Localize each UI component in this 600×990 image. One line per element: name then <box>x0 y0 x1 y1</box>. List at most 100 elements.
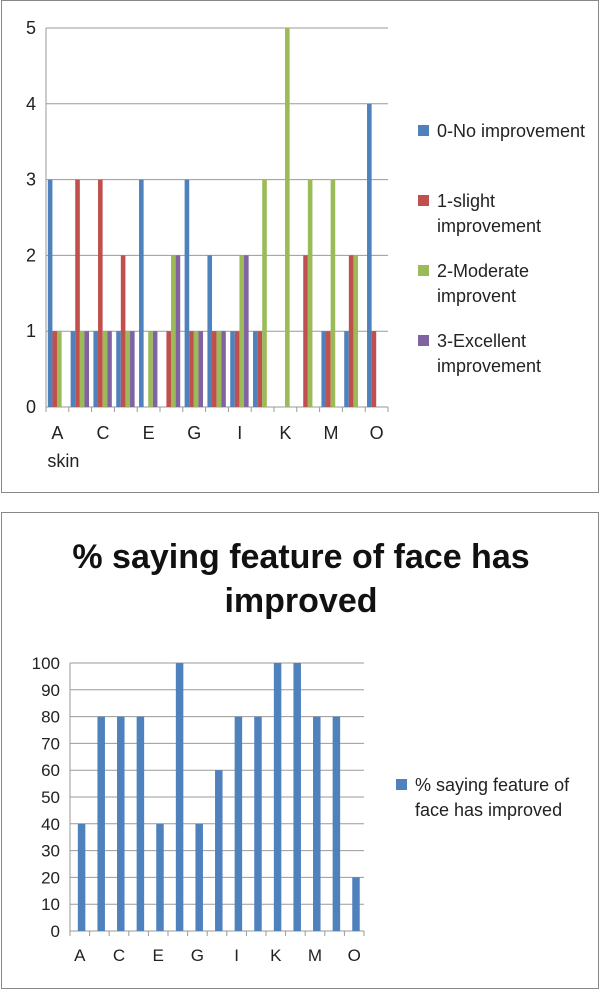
bar-0-no-improvement-n <box>344 331 349 407</box>
y-tick-label: 40 <box>41 815 60 834</box>
bar-1-slight-improvement-g <box>189 331 194 407</box>
bar-1-slight-improvement-o <box>371 331 377 407</box>
bar-0-no-improvement-i <box>230 331 235 407</box>
y-tick-label: 4 <box>26 94 36 114</box>
bar--saying-feature-of-face-has-improved-d <box>136 716 145 931</box>
y-tick-label: 10 <box>41 895 60 914</box>
bar-2-moderate-improvent-c <box>102 331 108 407</box>
legend-item: 2-Moderate improvent <box>418 259 596 309</box>
bar-1-slight-improvement-f <box>166 331 172 407</box>
y-tick-label: 2 <box>26 245 36 265</box>
bar--saying-feature-of-face-has-improved-n <box>332 716 341 931</box>
y-tick-label: 5 <box>26 18 36 38</box>
bar--saying-feature-of-face-has-improved-g <box>195 823 203 931</box>
bar-1-slight-improvement-a <box>52 331 58 407</box>
bar-1-slight-improvement-b <box>75 179 80 407</box>
bar-3-excellent-improvement-h <box>221 331 226 407</box>
bar-2-moderate-improvent-h <box>216 331 222 407</box>
bar-3-excellent-improvement-b <box>84 331 90 407</box>
x-tick-label: A <box>51 423 63 443</box>
legend-swatch <box>418 265 429 276</box>
x-tick-label: C <box>113 946 125 965</box>
bar-3-excellent-improvement-c <box>107 331 112 407</box>
y-tick-label: 60 <box>41 761 60 780</box>
x-tick-label: K <box>270 946 282 965</box>
y-tick-label: 90 <box>41 681 60 700</box>
bar-2-moderate-improvent-g <box>193 331 199 407</box>
x-tick-label: K <box>279 423 291 443</box>
x-tick-label: M <box>324 423 339 443</box>
chart-2-title: % saying feature of face has improved <box>72 538 530 620</box>
bar-2-moderate-improvent-f <box>171 255 176 407</box>
bar--saying-feature-of-face-has-improved-c <box>117 716 125 931</box>
x-tick-label: G <box>187 423 201 443</box>
bar--saying-feature-of-face-has-improved-h <box>215 770 223 931</box>
y-tick-label: 80 <box>41 708 60 727</box>
bar-2-moderate-improvent-b <box>79 331 85 407</box>
bar-0-no-improvement-g <box>184 179 190 407</box>
bar-2-moderate-improvent-a <box>57 331 62 407</box>
bar--saying-feature-of-face-has-improved-o <box>352 877 360 931</box>
bar-3-excellent-improvement-d <box>130 331 135 407</box>
x-tick-label: I <box>237 423 242 443</box>
bar-3-excellent-improvement-e <box>152 331 158 407</box>
y-tick-label: 100 <box>32 654 60 673</box>
bar-2-moderate-improvent-n <box>353 255 359 407</box>
bar-3-excellent-improvement-f <box>175 255 181 407</box>
y-tick-label: 30 <box>41 842 60 861</box>
x-tick-label: O <box>370 423 384 443</box>
x-tick-label: M <box>308 946 322 965</box>
bar--saying-feature-of-face-has-improved-f <box>175 663 184 931</box>
bar-0-no-improvement-h <box>207 255 213 407</box>
bar-0-no-improvement-e <box>139 179 144 407</box>
x-tick-label: E <box>143 423 155 443</box>
y-tick-label: 3 <box>26 170 36 190</box>
legend-label: % saying feature of face has improved <box>415 775 570 820</box>
legend-swatch <box>418 335 429 346</box>
bar--saying-feature-of-face-has-improved-k <box>273 663 282 931</box>
x-tick-sublabel: skin <box>47 451 79 471</box>
y-tick-label: 0 <box>26 397 36 417</box>
y-tick-label: 70 <box>41 734 60 753</box>
legend-item: 3-Excellent improvement <box>418 329 596 379</box>
bar-2-moderate-improvent-j <box>262 179 267 407</box>
bar-2-moderate-improvent-k <box>285 28 290 407</box>
bar-0-no-improvement-b <box>70 331 76 407</box>
bar--saying-feature-of-face-has-improved-i <box>234 716 243 931</box>
legend-item: 0-No improvement <box>418 119 596 144</box>
bar-0-no-improvement-j <box>253 331 258 407</box>
chart-2-plot: 0 10 20 30 40 50 60 70 80 90 100 A C E G I K M O <box>32 654 365 965</box>
legend-swatch <box>418 195 429 206</box>
legend-item: % saying feature of face has improved <box>396 773 596 823</box>
bar-1-slight-improvement-m <box>326 331 331 407</box>
x-tick-label: G <box>191 946 204 965</box>
bar-1-slight-improvement-n <box>348 255 354 407</box>
bar-2-moderate-improvent-m <box>330 179 336 407</box>
y-tick-label: 0 <box>51 922 60 941</box>
x-tick-label: I <box>234 946 239 965</box>
legend-label: 2-Moderate improvent <box>437 261 530 306</box>
legend-label: 1-slight improvement <box>437 191 542 236</box>
x-tick-label: E <box>153 946 164 965</box>
bar-0-no-improvement-c <box>93 331 99 407</box>
bar-0-no-improvement-o <box>367 103 372 408</box>
legend-item: 1-slight improvement <box>418 189 596 239</box>
y-tick-label: 50 <box>41 788 60 807</box>
legend-swatch <box>396 779 407 790</box>
bar--saying-feature-of-face-has-improved-m <box>313 716 321 931</box>
bar-1-slight-improvement-i <box>234 331 240 407</box>
bar--saying-feature-of-face-has-improved-j <box>254 716 262 931</box>
bar-3-excellent-improvement-g <box>198 331 204 407</box>
legend-swatch <box>418 125 429 136</box>
bar-2-moderate-improvent-d <box>125 331 131 407</box>
chart-panel-2: % saying feature of face has improved 0 1… <box>1 512 599 989</box>
x-tick-label: O <box>348 946 361 965</box>
bar-1-slight-improvement-l <box>303 255 308 407</box>
bar-2-moderate-improvent-l <box>307 179 313 407</box>
bar--saying-feature-of-face-has-improved-a <box>77 823 86 931</box>
x-tick-label: C <box>97 423 110 443</box>
bar-0-no-improvement-a <box>47 179 53 407</box>
bar-0-no-improvement-m <box>321 331 327 407</box>
